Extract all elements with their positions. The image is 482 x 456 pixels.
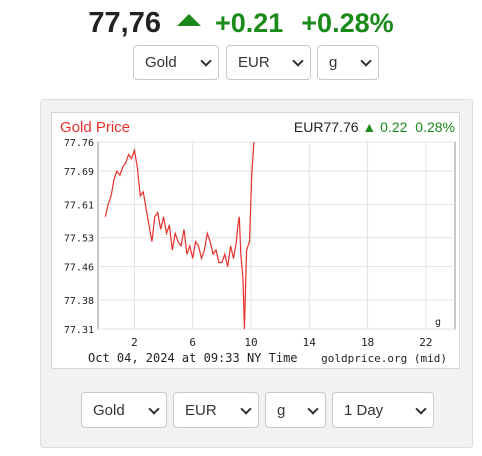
y-axis-ticks: 77.76 77.69 77.61 77.53 77.46 77.38 77.31 bbox=[64, 138, 94, 336]
metal-select-value: Gold bbox=[145, 54, 177, 71]
chart-quote: EUR77.76 ▲ 0.22 0.28% bbox=[294, 119, 455, 135]
price-change-percent: +0.28% bbox=[301, 7, 394, 38]
quote-change: 0.22 bbox=[380, 119, 407, 135]
y-tick-label: 77.38 bbox=[64, 296, 94, 307]
unit-label: g bbox=[435, 317, 441, 328]
x-tick-label: 22 bbox=[419, 336, 432, 349]
chevron-down-icon bbox=[308, 406, 317, 415]
quote-change-percent: 0.28% bbox=[415, 119, 455, 135]
y-tick-label: 77.61 bbox=[64, 200, 94, 211]
quote-price: EUR77.76 bbox=[294, 119, 359, 135]
price-header: 77,76 +0.21 +0.28% bbox=[0, 6, 482, 40]
metal-select-bottom[interactable]: Gold bbox=[81, 392, 167, 428]
unit-select-value: g bbox=[329, 54, 338, 71]
time-range-value: 1 Day bbox=[344, 401, 384, 419]
y-tick-label: 77.69 bbox=[64, 167, 94, 178]
quote-up-icon: ▲ bbox=[362, 119, 376, 135]
currency-select-top[interactable]: EUR bbox=[226, 45, 311, 80]
plot-border bbox=[97, 141, 456, 330]
chart-frame bbox=[51, 112, 460, 369]
x-tick-label: 2 bbox=[131, 336, 138, 349]
currency-select-value: EUR bbox=[185, 401, 217, 419]
y-tick-label: 77.76 bbox=[64, 138, 94, 149]
x-tick-label: 10 bbox=[244, 336, 257, 349]
up-triangle-icon bbox=[176, 14, 201, 26]
y-tick-label: 77.46 bbox=[64, 263, 94, 274]
x-tick-label: 14 bbox=[303, 336, 317, 349]
chevron-down-icon bbox=[241, 406, 250, 415]
price-line bbox=[104, 141, 255, 330]
chart-timestamp: Oct 04, 2024 at 09:33 NY Time bbox=[88, 351, 298, 365]
currency-select-bottom[interactable]: EUR bbox=[173, 392, 259, 428]
time-range-select[interactable]: 1 Day bbox=[332, 392, 434, 428]
chart-source: goldprice.org (mid) bbox=[321, 352, 447, 365]
price-change: +0.21 bbox=[214, 7, 284, 38]
chevron-down-icon bbox=[416, 406, 425, 415]
x-tick-label: 6 bbox=[189, 336, 196, 349]
chart-grid bbox=[97, 141, 456, 330]
y-tick-label: 77.53 bbox=[64, 234, 94, 245]
x-tick-label: 18 bbox=[361, 336, 374, 349]
x-axis-ticks: 2 6 10 14 18 22 bbox=[131, 336, 432, 349]
currency-select-value: EUR bbox=[238, 54, 270, 71]
metal-select-value: Gold bbox=[93, 401, 125, 419]
unit-select-value: g bbox=[277, 401, 286, 419]
chevron-down-icon bbox=[149, 406, 158, 415]
y-tick-label: 77.31 bbox=[64, 325, 94, 336]
current-price: 77,76 bbox=[88, 6, 161, 39]
unit-select-bottom[interactable]: g bbox=[265, 392, 326, 428]
unit-select-top[interactable]: g bbox=[317, 45, 379, 80]
chart-title: Gold Price bbox=[60, 119, 130, 136]
metal-select-top[interactable]: Gold bbox=[133, 45, 219, 80]
